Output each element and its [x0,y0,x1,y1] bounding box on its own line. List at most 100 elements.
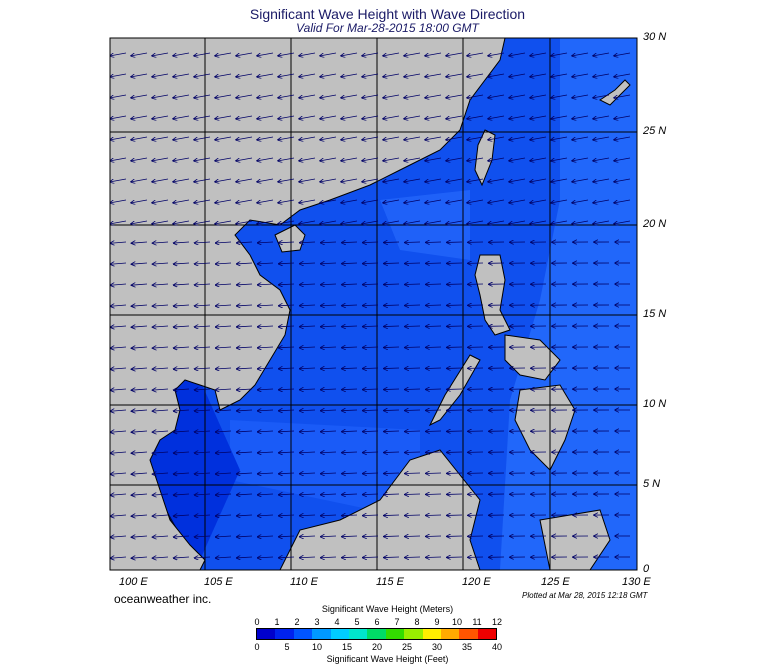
wave-arrow [279,305,295,306]
wave-arrow [404,199,421,203]
wave-arrow [110,536,127,537]
wave-arrow [509,136,526,140]
wave-arrow [425,115,442,119]
wave-arrow [173,115,190,119]
wave-arrow [152,136,169,140]
wave-arrow [132,515,148,516]
wave-arrow [551,157,568,161]
wave-arrow [405,473,421,474]
lat-label-15n: 15 N [643,308,667,320]
wave-arrow [257,199,274,203]
wave-arrow [572,157,589,161]
wave-arrow [341,73,358,77]
wave-arrow [363,536,379,537]
wave-arrow [321,284,337,285]
wave-arrow [215,199,232,203]
wave-arrow [404,73,421,77]
wave-arrow [405,515,421,516]
wave-arrow [300,557,316,558]
wave-arrow [110,431,127,432]
wave-arrow [405,410,421,411]
wave-arrow [110,157,127,161]
wave-arrow [110,94,127,98]
legend-swatch [404,629,423,639]
legend-swatch [348,629,368,639]
wave-arrow [509,115,526,119]
wave-arrow [195,452,211,453]
wave-arrow [467,73,484,77]
wave-arrow [173,52,190,56]
legend-swatch [275,629,294,639]
wave-arrow [173,178,190,182]
wave-arrow [152,52,169,56]
wave-arrow [132,557,148,558]
wave-arrow [509,52,526,56]
wave-arrow [237,389,253,390]
wave-arrow [383,52,400,56]
wave-arrow [132,473,148,474]
wave-arrow [593,52,610,56]
wave-arrow [279,536,295,537]
wave-arrow [341,136,358,140]
wave-arrow [300,389,316,390]
wave-arrow [551,199,568,203]
wave-arrow [110,52,127,56]
wave-arrow [320,94,337,98]
lon-label-125e: 125 E [541,576,570,588]
wave-arrow [278,220,295,224]
wave-arrow [300,263,316,264]
wave-arrow [132,263,148,264]
wave-arrow [342,452,358,453]
wave-arrow [384,389,400,390]
wave-arrow [132,368,148,369]
legend-feet-tick: 20 [371,642,383,652]
wave-arrow [216,410,232,411]
wave-arrow [236,199,253,203]
wave-arrow [152,94,169,98]
wave-arrow [258,536,274,537]
wave-arrow [551,73,568,77]
wave-arrow [300,410,316,411]
wave-arrow [509,178,526,182]
wave-arrow [384,557,400,558]
wave-arrow [320,157,337,161]
wave-arrow [110,115,127,119]
wave-arrow [384,452,400,453]
wave-arrow [258,263,274,264]
land-visayas [504,334,561,381]
wave-arrow [173,157,190,161]
wave-arrow [216,452,232,453]
wave-arrow [152,199,169,203]
wave-arrow [153,263,169,264]
wave-arrow [258,410,274,411]
wave-arrow [384,305,400,306]
wave-arrow [614,178,631,182]
wave-arrow [279,347,295,348]
wave-arrow [278,178,295,182]
wave-arrow [467,115,484,119]
legend-swatch [367,629,386,639]
wave-arrow [152,220,169,224]
wave-arrow [342,473,358,474]
wave-arrow [383,157,400,161]
wave-arrow [614,157,631,161]
wave-arrow [488,157,505,161]
wave-arrow [131,136,148,140]
wave-arrow [237,494,253,495]
wave-arrow [425,73,442,77]
wave-arrow [341,220,358,224]
wave-arrow [467,178,484,182]
wave-arrow [509,94,526,98]
wave-arrow [362,136,379,140]
wave-arrow [215,73,232,77]
wave-arrow [110,136,127,140]
wave-arrow [299,73,316,77]
wave-arrow [383,178,400,182]
wave-arrow [300,473,316,474]
wave-arrow [405,305,421,306]
wave-arrow [300,536,316,537]
wave-arrow [131,115,148,119]
legend-swatch [422,629,441,639]
wave-arrow [236,52,253,56]
wave-arrow [195,305,211,306]
